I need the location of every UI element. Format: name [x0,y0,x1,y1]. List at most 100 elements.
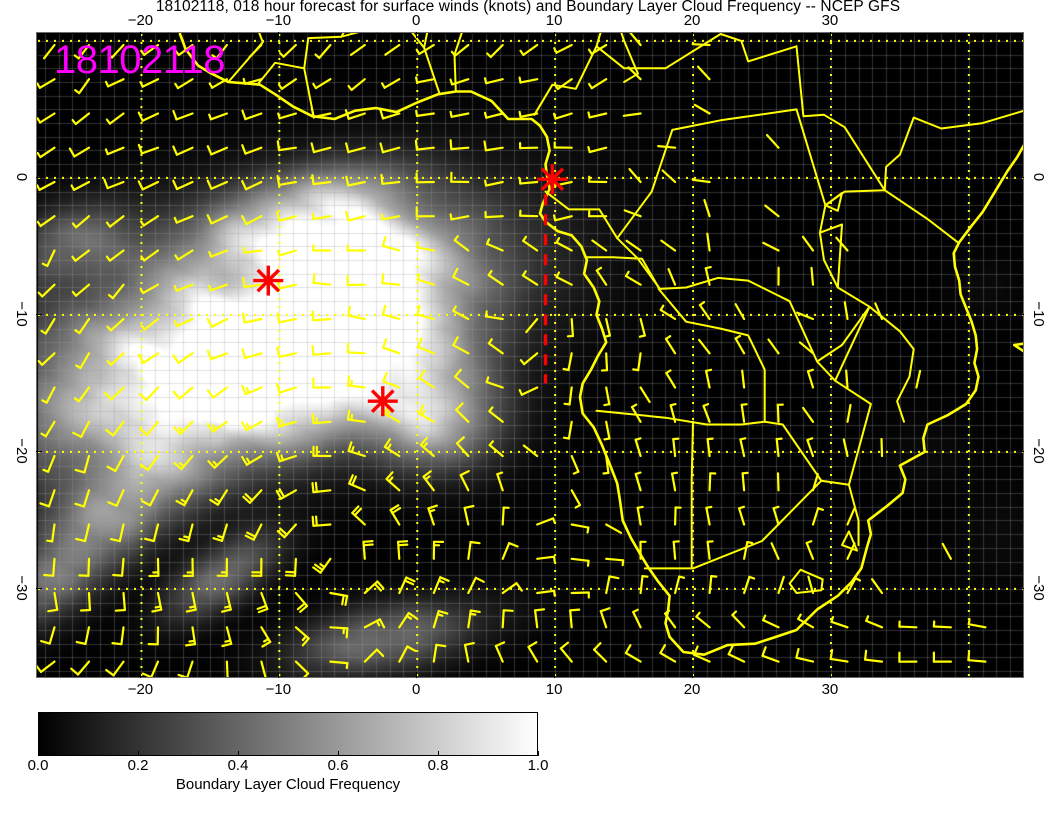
wind-barb [534,608,546,629]
wind-barb [206,386,228,399]
wind-barb [967,618,987,629]
colorbar-label: Boundary Layer Cloud Frequency [175,776,401,793]
wind-barb [105,112,125,125]
wind-barb [41,386,56,404]
wind-barb [279,43,297,58]
cloud-frequency-raster [37,33,1023,677]
wind-barb [432,576,450,595]
wind-barb [660,239,677,252]
wind-barb [483,140,504,152]
wind-barb [487,269,504,286]
wind-barb [139,454,160,471]
wind-barb [449,139,470,151]
wind-barb [256,591,269,614]
wind-barb [74,317,91,335]
country-border [533,33,602,116]
wind-barb [379,108,401,120]
colorbar-tick-mark [338,751,339,756]
wind-barb [741,369,746,389]
wind-barb [380,173,401,185]
wind-barb [177,660,194,677]
wind-barb [111,626,125,646]
country-border [657,287,766,423]
wind-barb [206,317,228,328]
wind-barb [830,615,849,629]
wind-barb [555,237,573,252]
wind-barb [592,642,608,663]
wind-barb [731,610,746,629]
wind-barb [221,591,232,613]
map-panel[interactable] [36,32,1024,678]
wind-barb [347,305,366,321]
wind-barb [692,645,711,663]
wind-barb [634,471,642,492]
wind-barb [416,304,435,321]
wind-barb [563,386,573,406]
wind-barb [672,540,680,560]
wind-barb [105,249,125,262]
x-tick-mark [416,672,418,678]
wind-barb [185,591,197,613]
wind-barb [329,660,349,670]
wind-barb [518,76,539,84]
wind-barb [312,78,332,90]
wind-barb [346,244,366,252]
y-axis-tick-label-right: −30 [1030,575,1047,601]
wind-barb [71,215,91,229]
wind-barb [846,507,856,526]
wind-barb [691,178,711,184]
wind-barb [705,505,713,526]
wind-barb [106,352,125,366]
x-tick-mark [278,672,280,678]
x-tick-mark [692,32,694,38]
wind-barb [71,112,91,126]
wind-barb [415,172,435,184]
wind-barb [71,249,91,262]
country-border [595,409,850,486]
wind-barb [277,78,297,90]
wind-barb [588,175,608,184]
wind-barb [140,317,160,331]
site-marker[interactable] [367,386,398,417]
wind-barb [570,454,580,475]
wind-barb [419,437,435,458]
wind-barb [72,420,91,438]
y-tick-mark [1018,176,1024,178]
wind-barb [103,178,125,190]
wind-barb [275,451,297,463]
wind-barb [73,43,91,60]
wind-barb [519,352,539,366]
wind-barb [379,142,401,154]
wind-barb [415,206,435,218]
wind-barb [880,437,884,458]
wind-barb [398,576,416,595]
wind-barb [570,557,590,567]
wind-barb [696,65,711,81]
wind-barb [344,109,366,120]
wind-barb [932,651,953,663]
wind-barb [346,342,366,355]
wind-barb [363,580,385,595]
wind-barb [172,109,194,121]
wind-barb [37,660,56,674]
wind-barb [536,589,556,597]
wind-barb [665,369,677,389]
site-marker[interactable] [253,265,284,296]
wind-barb [414,139,435,151]
country-border [824,191,843,212]
wind-barb [553,141,573,149]
wind-barb [623,209,642,218]
wind-barb [349,43,366,56]
site-marker[interactable] [537,164,568,195]
wind-barb [241,384,263,396]
wind-barb [277,249,297,257]
country-border [883,189,959,244]
wind-barb [967,650,987,663]
country-border [690,420,694,568]
wind-barb [449,110,470,118]
y-tick-mark [36,313,42,315]
wind-barb [241,454,263,466]
wind-barb [276,523,297,539]
map-canvas [37,33,1023,677]
wind-barb [657,144,677,149]
